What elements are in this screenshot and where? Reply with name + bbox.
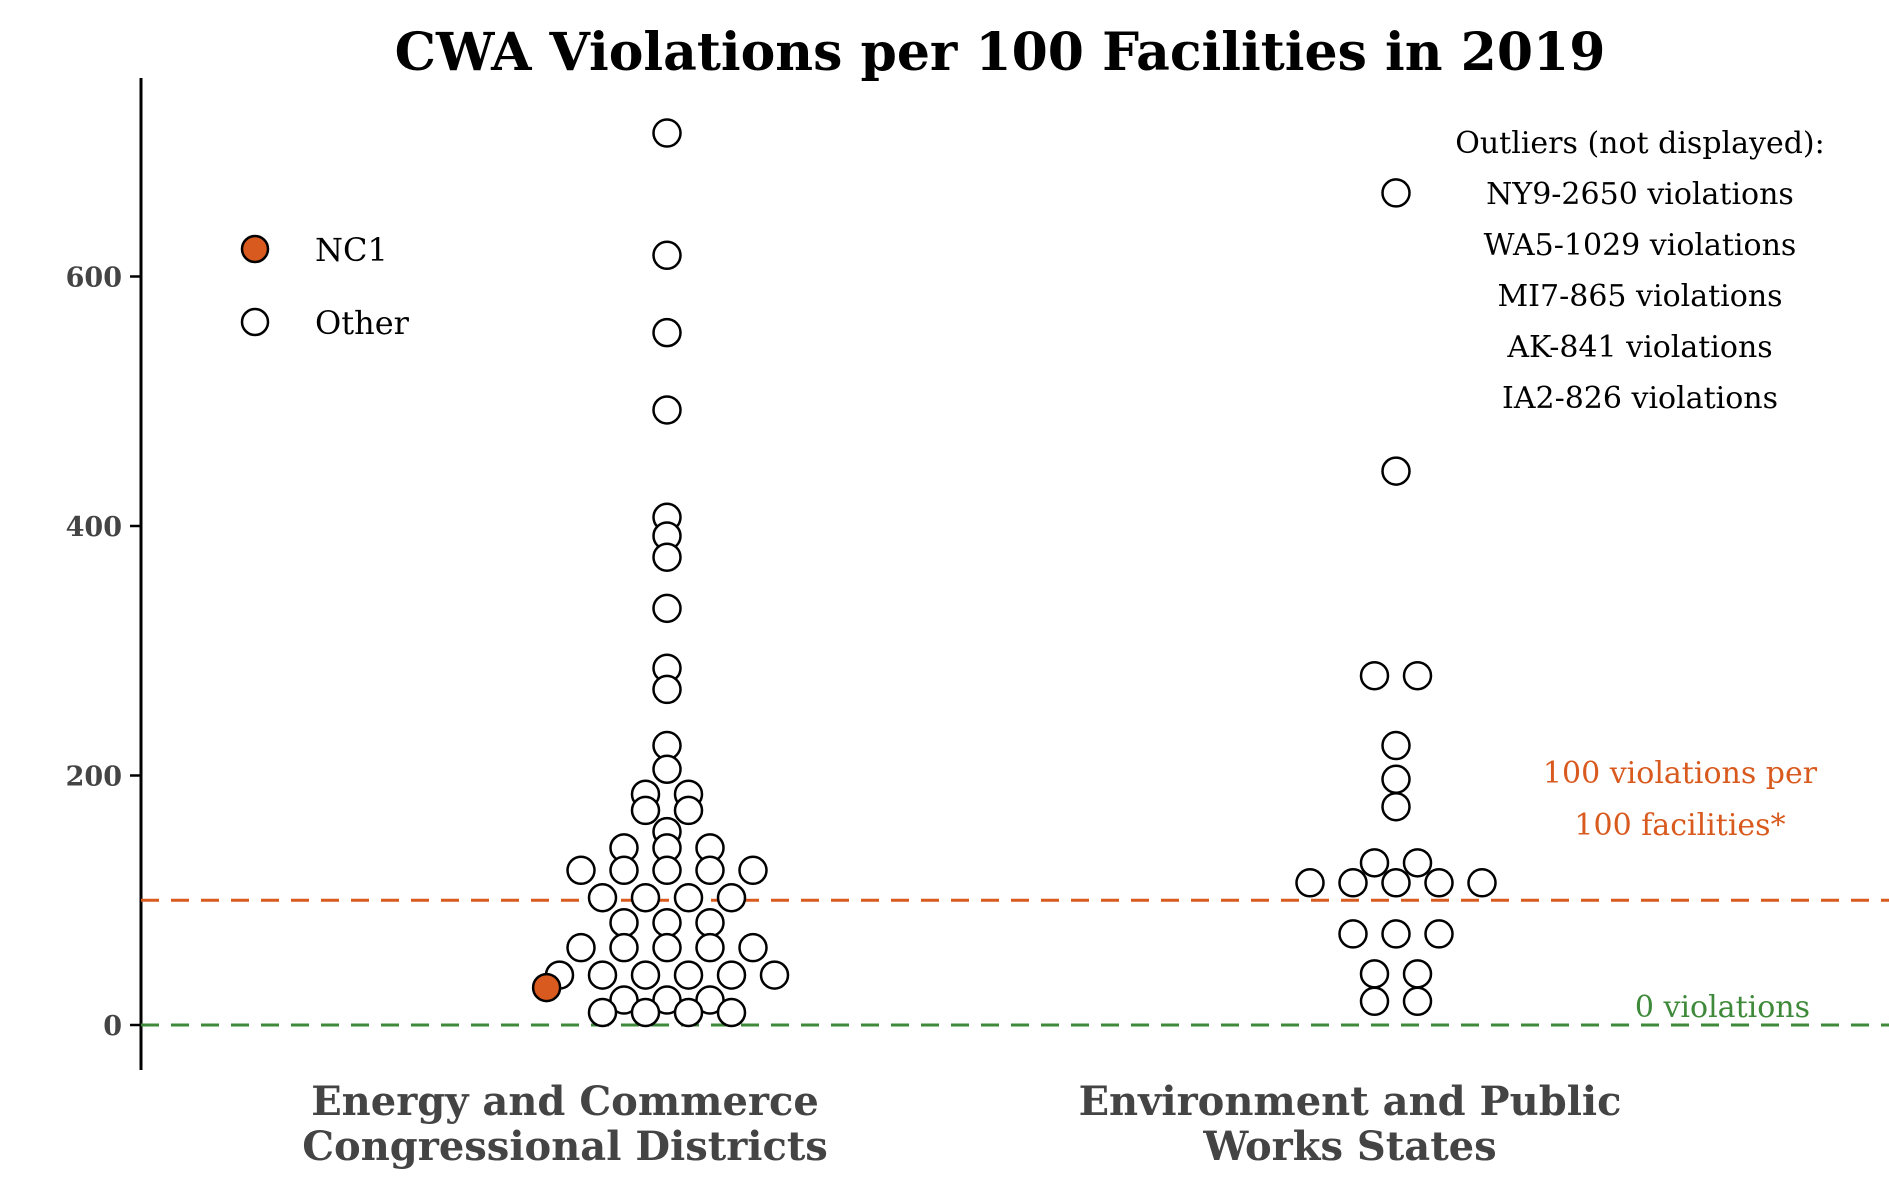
reference-label-100-line-1: 100 violations per: [1543, 756, 1818, 791]
point-other-16: [673, 795, 704, 826]
point-other-37: [738, 932, 768, 963]
point-other-35: [652, 932, 682, 963]
point-other-43: [759, 960, 790, 990]
point-other-68: [1359, 959, 1390, 989]
point-other-22: [609, 855, 639, 886]
point-other-24: [695, 855, 725, 886]
outliers-note-line-5: IA2-826 violations: [1502, 381, 1778, 416]
category-label-1-line-2: Congressional Districts: [302, 1123, 828, 1170]
point-other-64: [1467, 868, 1497, 898]
legend-marker-other: [240, 307, 270, 337]
point-other-10: [652, 674, 682, 705]
point-other-45: [652, 985, 682, 1015]
category-label-2-line-1: Environment and Public: [1079, 1078, 1622, 1125]
series-other-points: [544, 118, 1497, 1028]
point-other-60: [1295, 868, 1325, 898]
point-other-50: [716, 997, 747, 1028]
point-other-27: [630, 883, 661, 913]
point-other-12: [652, 754, 682, 785]
point-other-34: [609, 932, 639, 963]
category-label-2-line-2: Works States: [1202, 1123, 1496, 1170]
point-other-40: [630, 960, 661, 990]
point-other-57: [1381, 791, 1411, 822]
point-other-66: [1381, 919, 1411, 949]
point-other-58: [1359, 848, 1390, 878]
outliers-note-heading: Outliers (not displayed):: [1455, 126, 1824, 161]
point-other-67: [1424, 919, 1454, 949]
reference-label-100-line-2: 100 facilities*: [1574, 808, 1785, 843]
point-other-7: [652, 542, 682, 572]
point-other-49: [673, 997, 704, 1028]
point-other-54: [1402, 660, 1433, 691]
point-other-4: [652, 395, 682, 425]
point-other-69: [1402, 959, 1433, 989]
y-tick-label-600: 600: [66, 263, 122, 294]
outliers-note-line-2: WA5-1029 violations: [1484, 228, 1797, 263]
legend-label-nc1: NC1: [315, 231, 388, 269]
point-other-15: [630, 795, 661, 826]
point-other-30: [609, 907, 639, 938]
point-other-63: [1424, 868, 1454, 898]
point-other-70: [1359, 986, 1390, 1017]
y-tick-label-0: 0: [103, 1011, 122, 1042]
y-tick-label-400: 400: [66, 512, 122, 543]
point-other-29: [716, 883, 747, 913]
reference-label-0-line-1: 0 violations: [1635, 990, 1810, 1025]
legend-marker-nc1: [240, 234, 270, 264]
point-other-65: [1338, 919, 1368, 949]
point-other-71: [1402, 986, 1433, 1017]
point-other-47: [587, 997, 618, 1028]
point-other-25: [738, 855, 768, 886]
point-other-55: [1381, 730, 1411, 761]
point-other-56: [1381, 764, 1411, 794]
outliers-note-line-3: MI7-865 violations: [1497, 279, 1782, 314]
point-other-2: [652, 240, 682, 271]
legend: NC1 Other: [240, 231, 410, 342]
point-other-26: [587, 883, 618, 913]
point-other-46: [695, 985, 725, 1015]
point-other-51: [1381, 178, 1411, 208]
outliers-note-line-4: AK-841 violations: [1506, 330, 1772, 365]
point-other-62: [1381, 868, 1411, 898]
point-nc1-1: [531, 972, 562, 1003]
outliers-note-line-1: NY9-2650 violations: [1486, 177, 1794, 212]
point-other-39: [587, 960, 618, 990]
point-other-36: [695, 932, 725, 963]
point-other-42: [716, 960, 747, 990]
point-other-32: [695, 907, 725, 938]
y-ticks: 0 200 400 600: [66, 263, 141, 1042]
point-other-48: [630, 997, 661, 1028]
point-other-28: [673, 883, 704, 913]
outliers-note: Outliers (not displayed): NY9-2650 viola…: [1455, 126, 1824, 416]
point-other-44: [609, 985, 639, 1015]
point-other-52: [1381, 456, 1411, 486]
point-other-59: [1402, 848, 1433, 878]
point-other-41: [673, 960, 704, 990]
point-other-1: [652, 118, 682, 148]
series-nc1-points: [531, 972, 562, 1003]
point-other-31: [652, 907, 682, 938]
point-other-21: [566, 855, 596, 886]
y-tick-label-200: 200: [66, 762, 122, 793]
chart-title: CWA Violations per 100 Facilities in 201…: [395, 22, 1606, 83]
point-other-8: [652, 593, 682, 624]
point-other-61: [1338, 868, 1368, 898]
reference-lines: 100 violations per 100 facilities* 0 viola…: [141, 756, 1889, 1027]
category-label-1-line-1: Energy and Commerce: [311, 1078, 819, 1125]
point-other-23: [652, 855, 682, 886]
point-other-3: [652, 317, 682, 348]
point-other-53: [1359, 660, 1390, 691]
legend-label-other: Other: [315, 304, 410, 342]
point-other-33: [566, 932, 596, 963]
